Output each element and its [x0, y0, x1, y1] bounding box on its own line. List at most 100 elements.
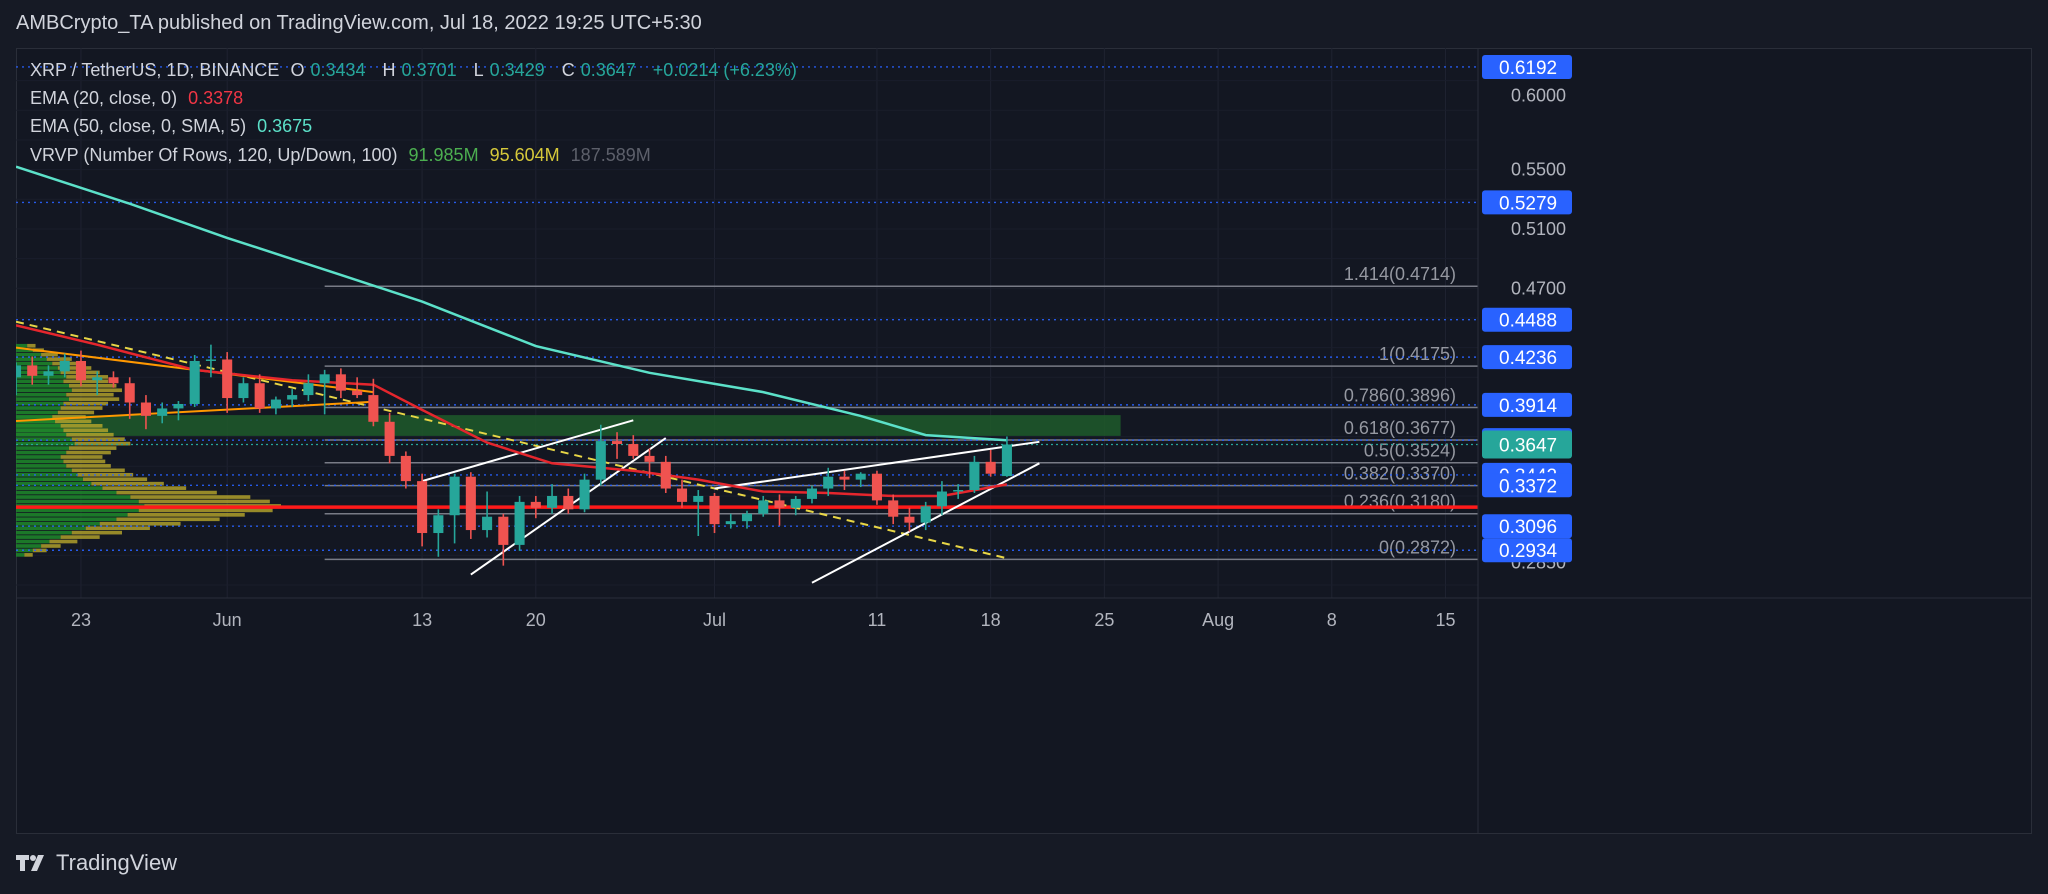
- ema50-value: 0.3675: [257, 116, 313, 136]
- volume-row-up: [16, 450, 67, 455]
- volume-row-up: [16, 375, 67, 379]
- footer-brand[interactable]: TradingView: [16, 850, 177, 876]
- trendline-5: [714, 440, 1040, 490]
- time-tick-label: 15: [1435, 610, 1455, 630]
- candle-body: [173, 403, 184, 409]
- volume-row-down: [66, 450, 111, 455]
- vrvp-up: 91.985M: [408, 145, 479, 165]
- ohlc-open: O 0.3434: [290, 60, 366, 80]
- volume-row-down: [57, 410, 95, 415]
- volume-row-down: [63, 459, 106, 464]
- candle-body: [140, 402, 151, 416]
- legend-ema50-row[interactable]: EMA (50, close, 0, SMA, 5) 0.3675: [30, 116, 318, 137]
- candle-body: [985, 461, 996, 474]
- volume-row-down: [69, 383, 117, 388]
- trendline-2: [16, 400, 374, 423]
- candle-body: [953, 490, 964, 492]
- candle-body: [465, 476, 476, 531]
- candle-body: [368, 395, 379, 422]
- volume-row-down: [116, 517, 220, 522]
- volume-row-up: [16, 481, 92, 486]
- time-tick-label: 23: [71, 610, 91, 630]
- volume-row-up: [16, 415, 53, 419]
- candle-body: [270, 399, 281, 409]
- ohlc-close: C 0.3647: [561, 60, 636, 80]
- volume-row-up: [16, 468, 72, 473]
- candle-body: [871, 473, 882, 501]
- time-tick-label: Jun: [213, 610, 242, 630]
- candle-body: [189, 360, 200, 404]
- price-chart[interactable]: 1.414(0.4714) 1(0.4175) 0.786(0.3896) 0.618…: [16, 48, 2032, 834]
- volume-row-up: [16, 343, 28, 348]
- volume-row-down: [60, 455, 103, 459]
- volume-row-down: [66, 464, 111, 468]
- volume-row-down: [69, 397, 120, 401]
- symbol-label[interactable]: XRP / TetherUS, 1D, BINANCE: [30, 60, 280, 80]
- candle-body: [43, 371, 54, 376]
- candle-body: [59, 360, 70, 372]
- candle-body: [514, 501, 525, 545]
- candle-body: [904, 516, 915, 523]
- volume-row-down: [32, 548, 47, 553]
- level-price-badge: [1482, 190, 1572, 215]
- volume-row-up: [16, 419, 56, 424]
- fibonacci-levels: 1.414(0.4714) 1(0.4175) 0.786(0.3896) 0.618…: [324, 264, 1478, 561]
- volume-row-down: [60, 535, 100, 539]
- volume-row-up: [16, 370, 61, 375]
- candle-body: [27, 365, 38, 376]
- time-tick-label: Aug: [1202, 610, 1234, 630]
- level-price-label: 0.3914: [1499, 396, 1558, 417]
- time-axis: 23 Jun 13 20 Jul 11 18 25 Aug 8 15: [71, 610, 1456, 630]
- candle-body: [839, 476, 850, 480]
- tradingview-logo-icon: [16, 855, 44, 871]
- legend-vrvp-row[interactable]: VRVP (Number Of Rows, 120, Up/Down, 100)…: [30, 145, 657, 166]
- volume-row-down: [49, 539, 78, 544]
- candle-body: [823, 476, 834, 489]
- current-price-label: 0.3647: [1499, 435, 1557, 456]
- ema20-value: 0.3378: [188, 88, 244, 108]
- legend-ema20-row[interactable]: EMA (20, close, 0) 0.3378: [30, 88, 249, 109]
- candle-body: [124, 383, 135, 403]
- volume-row-up: [16, 521, 100, 526]
- candle-body: [222, 359, 233, 399]
- volume-row-up: [16, 508, 139, 513]
- fib-label-1.414: 1.414(0.4714): [1344, 264, 1456, 284]
- volume-profile: [16, 343, 281, 557]
- volume-row-down: [85, 526, 150, 531]
- volume-row-down: [66, 392, 114, 397]
- level-price-label: 0.3096: [1499, 517, 1557, 538]
- price-tick-label: 0.5500: [1511, 160, 1566, 180]
- volume-row-down: [71, 468, 125, 473]
- volume-row-up: [16, 526, 86, 531]
- candle-body: [75, 360, 87, 381]
- price-tick-label: 0.5100: [1511, 219, 1566, 239]
- trendlines: [16, 320, 1040, 584]
- volume-row-up: [16, 352, 42, 357]
- volume-row-down: [66, 375, 109, 379]
- level-price-badge: [1482, 307, 1572, 332]
- supply-zone: [16, 415, 1121, 436]
- volume-row-up: [16, 535, 61, 539]
- candle-body: [741, 513, 753, 522]
- level-price-label: 0.3372: [1499, 476, 1557, 497]
- vrvp-total: 187.589M: [570, 145, 651, 165]
- volume-row-up: [16, 410, 58, 415]
- volume-row-up: [16, 486, 103, 490]
- volume-row-up: [16, 477, 83, 482]
- time-tick-label: 18: [981, 610, 1001, 630]
- ohlc-high: H 0.3701: [382, 60, 457, 80]
- vrvp-down: 95.604M: [489, 145, 560, 165]
- supply-zone-rect: [16, 415, 1121, 436]
- volume-row-down: [27, 343, 36, 348]
- volume-row-up: [16, 392, 67, 397]
- legend-symbol-row: XRP / TetherUS, 1D, BINANCE O 0.3434 H 0.3…: [30, 60, 803, 81]
- volume-row-up: [16, 553, 25, 557]
- candle-body: [449, 476, 460, 516]
- candle-body: [108, 377, 119, 384]
- level-price-badge: [1482, 345, 1572, 370]
- candle-body: [612, 441, 623, 445]
- current-price-badge: [1482, 430, 1572, 459]
- volume-row-up: [16, 495, 131, 499]
- volume-row-up: [16, 424, 61, 428]
- volume-row-down: [77, 472, 134, 477]
